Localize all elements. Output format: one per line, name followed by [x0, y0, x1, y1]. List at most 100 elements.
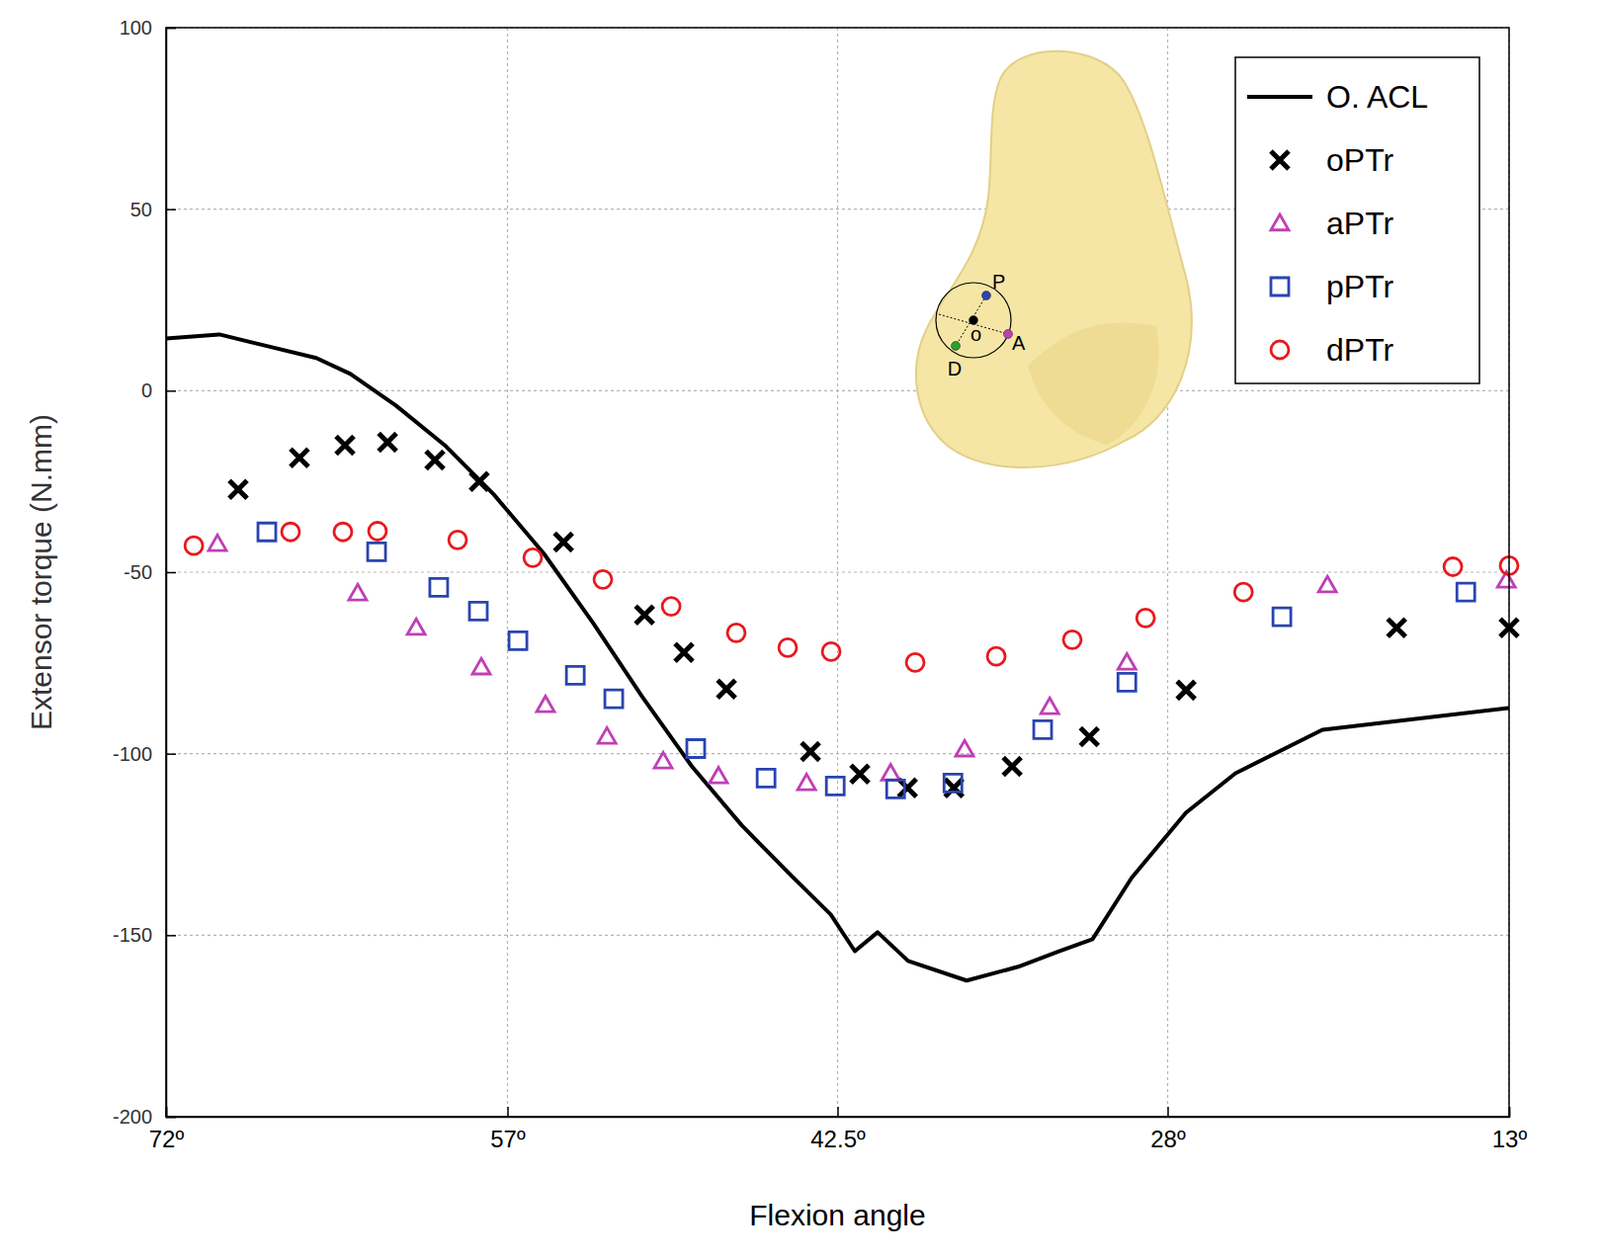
grid-line-x [506, 27, 508, 1117]
series-point [448, 530, 467, 549]
series-point [257, 522, 276, 541]
series-point [1040, 697, 1059, 714]
inset-circle [935, 282, 1011, 358]
inset-point [951, 341, 961, 351]
series-point [727, 623, 746, 642]
series-point [709, 766, 728, 783]
series-point [593, 570, 612, 589]
legend-label: oPTr [1326, 142, 1395, 178]
series-point [778, 638, 797, 657]
series-point [604, 689, 623, 708]
series-point [184, 536, 203, 555]
y-tick-mark [166, 390, 176, 393]
series-point [944, 778, 963, 797]
series-point [674, 643, 693, 662]
y-tick-mark [166, 572, 176, 575]
points [184, 432, 1518, 798]
grid-line-y [166, 571, 1510, 573]
series-point [368, 521, 387, 540]
series-point [208, 534, 227, 551]
annotation: D [947, 357, 962, 380]
y-tick-mark [166, 27, 176, 30]
series-point [955, 740, 974, 757]
x-tick-mark [1167, 1106, 1170, 1117]
bone-shade [1027, 322, 1160, 445]
series-point [757, 768, 775, 787]
series-point [1136, 608, 1155, 627]
series-point [943, 773, 962, 792]
y-tick: -50 [123, 561, 176, 584]
series-point [654, 752, 673, 768]
grid-line-y [166, 753, 1510, 755]
annotation: o [970, 323, 982, 345]
series-point [597, 727, 616, 744]
series-point [508, 631, 527, 650]
series-point [566, 666, 585, 684]
series-point [898, 778, 917, 797]
series-point [554, 533, 573, 552]
inset-point [982, 291, 992, 301]
x-tick-mark [506, 1106, 509, 1117]
y-tick-label: -50 [123, 561, 153, 584]
x-tick: 57º [490, 1106, 526, 1153]
x-axis-line [167, 1106, 1511, 1118]
series-point [662, 597, 680, 616]
x-tick-label: 42.5º [810, 1125, 866, 1153]
series-line [166, 334, 1510, 981]
y-tick-label: -100 [112, 743, 153, 765]
series-point [826, 776, 844, 795]
y-tick: -150 [112, 924, 176, 946]
series-point [1177, 680, 1195, 699]
y-tick-mark [166, 753, 176, 756]
series-point [229, 480, 248, 499]
series-point [1234, 583, 1253, 601]
chart: PoAD72º57º42.5º28º13º-200-150-100-500501… [0, 0, 1600, 1260]
series-point [1063, 630, 1082, 649]
legend-swatch [1247, 94, 1313, 99]
y-tick: 50 [130, 198, 176, 221]
legend-label: dPTr [1326, 332, 1395, 368]
series-point [635, 605, 654, 624]
x-tick-label: 28º [1150, 1125, 1186, 1153]
series-point [686, 740, 705, 758]
series-point [1272, 607, 1291, 626]
series-point [472, 658, 491, 674]
inset: PoAD [916, 51, 1192, 468]
grid-line-y [166, 390, 1510, 392]
grid [166, 27, 1510, 1117]
inset-line [955, 295, 987, 346]
y-axis: -200-150-100-50050100 [112, 16, 176, 1128]
series-point [717, 679, 736, 698]
series-point [469, 601, 488, 620]
y-tick-label: -150 [112, 924, 153, 946]
x-tick: 13º [1492, 1106, 1528, 1153]
y-tick-label: 100 [119, 16, 153, 39]
x-tick-label: 13º [1492, 1125, 1528, 1153]
x-tick: 42.5º [810, 1106, 866, 1153]
y-tick: 0 [141, 379, 176, 402]
legend-swatch [1270, 214, 1289, 231]
x-tick: 28º [1150, 1106, 1186, 1153]
y-tick-mark [166, 1116, 176, 1119]
legend-swatch [1270, 151, 1289, 169]
series-point [1080, 727, 1098, 746]
legend-label: O. ACL [1326, 79, 1429, 115]
plot-background [166, 27, 1510, 1117]
grid-line-y [166, 934, 1510, 936]
series-point [801, 742, 820, 760]
series-point [886, 779, 905, 798]
y-tick-label: 0 [141, 379, 153, 402]
series-point [334, 522, 352, 541]
series-point [1117, 653, 1136, 670]
series-point [536, 695, 555, 712]
legend-label: pPTr [1326, 268, 1395, 305]
series-point [1318, 576, 1337, 592]
series-point [523, 548, 542, 567]
y-tick-label: 50 [130, 198, 153, 221]
annotation: P [992, 270, 1006, 293]
series-point [797, 773, 816, 790]
legend-swatch [1270, 340, 1289, 359]
series-point [1387, 618, 1406, 637]
y-tick-mark [166, 208, 176, 211]
x-tick-label: 57º [490, 1125, 526, 1153]
